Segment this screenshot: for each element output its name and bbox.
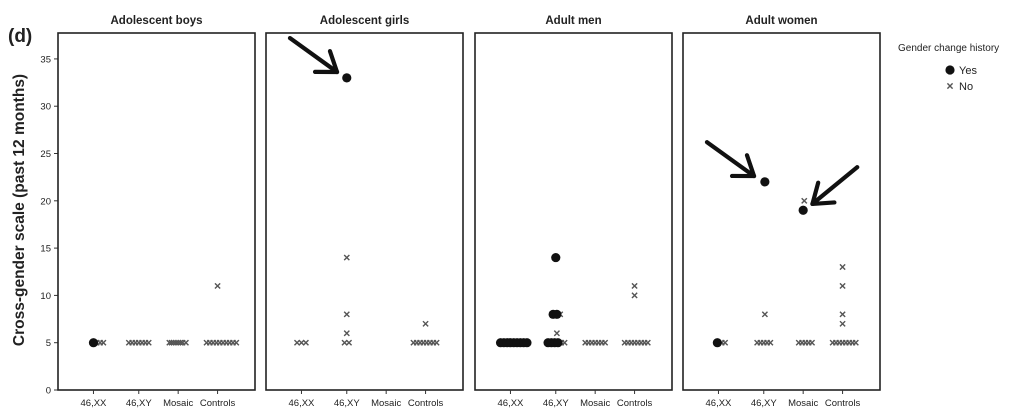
point-no bbox=[100, 339, 107, 346]
point-no bbox=[761, 311, 768, 318]
x-tick-label: Controls bbox=[200, 398, 236, 409]
x-tick-label: Mosaic bbox=[371, 398, 401, 409]
legend-marker-no bbox=[946, 82, 954, 90]
panel-letter: (d) bbox=[8, 26, 32, 47]
x-tick-label: 46,XY bbox=[543, 398, 570, 409]
point-no bbox=[839, 320, 846, 327]
point-no bbox=[343, 254, 350, 261]
point-no bbox=[839, 311, 846, 318]
x-tick-label: Controls bbox=[408, 398, 444, 409]
point-no bbox=[852, 339, 859, 346]
point-no bbox=[721, 339, 729, 346]
y-tick-label: 0 bbox=[46, 386, 51, 397]
arrow-annotation bbox=[704, 140, 757, 179]
x-tick-label: 46,XY bbox=[751, 398, 778, 409]
point-no bbox=[644, 339, 651, 346]
x-tick-label: 46,XX bbox=[289, 398, 316, 409]
x-tick-label: Mosaic bbox=[580, 398, 610, 409]
point-no bbox=[601, 339, 609, 346]
point-no bbox=[631, 292, 638, 299]
point-no bbox=[302, 339, 309, 346]
point-no bbox=[345, 339, 353, 346]
x-tick-label: Controls bbox=[825, 398, 861, 409]
legend: Gender change history Yes No bbox=[898, 43, 999, 93]
point-yes bbox=[760, 177, 770, 187]
y-tick-label: 10 bbox=[40, 291, 51, 302]
panel-frame bbox=[57, 32, 256, 391]
point-no bbox=[839, 263, 846, 271]
point-yes bbox=[88, 338, 99, 348]
y-axis-label: Cross-gender scale (past 12 months) bbox=[11, 74, 28, 346]
point-no bbox=[767, 339, 774, 346]
panel: Adolescent boys 46,XX 46,XY Mosaic Controls bbox=[57, 15, 256, 409]
legend-item: No bbox=[946, 81, 973, 93]
point-no bbox=[422, 320, 429, 327]
x-tick-label: 46,XX bbox=[81, 398, 108, 409]
point-no bbox=[182, 339, 189, 346]
x-tick-label: 46,XY bbox=[126, 398, 153, 409]
point-no bbox=[145, 339, 152, 346]
x-tick-label: Mosaic bbox=[788, 398, 818, 409]
y-tick-label: 35 bbox=[40, 54, 51, 65]
point-no bbox=[839, 282, 846, 290]
legend-label: Yes bbox=[959, 65, 977, 77]
point-no bbox=[177, 339, 184, 346]
x-tick-label: 46,XX bbox=[706, 398, 733, 409]
point-yes bbox=[798, 205, 808, 215]
y-tick-label: 15 bbox=[40, 244, 51, 255]
x-tick-label: Controls bbox=[617, 398, 653, 409]
y-tick-label: 5 bbox=[46, 338, 51, 349]
panel-title: Adolescent boys bbox=[110, 15, 202, 27]
y-tick-label: 20 bbox=[40, 196, 51, 207]
point-yes bbox=[712, 338, 722, 348]
point-no bbox=[433, 339, 440, 346]
y-tick-label: 30 bbox=[40, 102, 51, 113]
point-yes bbox=[342, 73, 352, 83]
panel-title: Adolescent girls bbox=[320, 15, 409, 27]
point-yes bbox=[552, 309, 562, 319]
point-no bbox=[214, 282, 221, 290]
legend-title: Gender change history bbox=[898, 43, 999, 54]
point-no bbox=[808, 339, 816, 346]
panel-title: Adult men bbox=[545, 15, 601, 27]
panel-title: Adult women bbox=[745, 15, 817, 27]
legend-item: Yes bbox=[945, 65, 977, 77]
y-axis: 0 5 10 15 20 25 30 35 bbox=[40, 54, 58, 397]
x-tick-label: 46,XX bbox=[498, 398, 525, 409]
panel: Adult women 46,XX 46,XY Mosaic Controls bbox=[682, 15, 881, 409]
panel-frame bbox=[474, 32, 673, 391]
arrow-annotation bbox=[810, 165, 860, 207]
point-no bbox=[343, 311, 350, 318]
x-tick-label: 46,XY bbox=[334, 398, 361, 409]
point-no bbox=[631, 282, 638, 290]
point-no bbox=[553, 330, 560, 337]
point-yes bbox=[553, 338, 563, 348]
arrow-annotation bbox=[287, 36, 340, 75]
x-tick-label: Mosaic bbox=[163, 398, 193, 409]
panel-frame bbox=[265, 32, 464, 391]
panel: Adult men 46,XX 46,XY Mosaic Controls bbox=[474, 15, 673, 409]
point-no bbox=[801, 197, 808, 204]
point-no bbox=[233, 339, 240, 346]
y-tick-label: 25 bbox=[40, 149, 51, 160]
point-yes bbox=[551, 252, 561, 263]
panel-frame bbox=[682, 32, 881, 391]
panel: Adolescent girls 46,XX 46,XY Mosaic Controls bbox=[265, 15, 464, 409]
legend-label: No bbox=[959, 81, 973, 93]
point-no bbox=[561, 339, 568, 346]
point-no bbox=[343, 330, 350, 337]
point-yes bbox=[522, 338, 532, 348]
legend-marker-yes bbox=[945, 65, 955, 75]
